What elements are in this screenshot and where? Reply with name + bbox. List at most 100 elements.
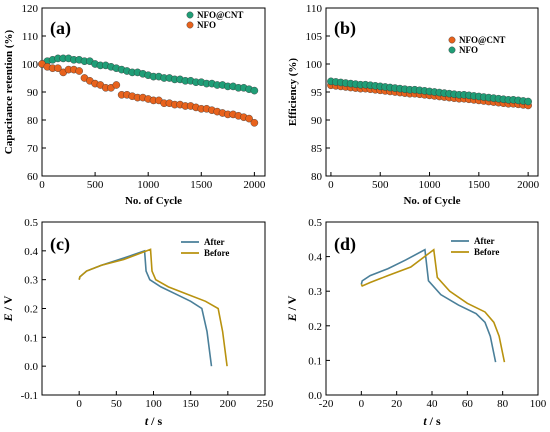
x-axis-label: No. of Cycle — [125, 195, 182, 207]
x-tick-label: 50 — [111, 398, 123, 410]
x-axis-symbol: t — [145, 414, 149, 428]
y-tick-label: 0.5 — [308, 217, 322, 229]
x-tick-label: 1000 — [419, 179, 442, 191]
data-point — [250, 119, 259, 127]
legend-label: After — [474, 236, 494, 246]
y-axis-symbol: E — [1, 313, 15, 322]
y-axis-label: Capacitance retention (%) — [3, 29, 15, 154]
panel-label: (b) — [334, 18, 356, 39]
legend-marker — [448, 46, 456, 54]
series-before — [78, 248, 228, 367]
y-tick-label: 90 — [311, 115, 323, 127]
x-tick-label: 0 — [328, 179, 334, 191]
x-axis-unit: / s — [427, 414, 441, 428]
x-tick-label: 0 — [39, 179, 45, 191]
y-tick-label: 90 — [27, 87, 39, 99]
plot-frame — [41, 7, 266, 177]
x-tick-label: 100 — [530, 398, 547, 410]
x-tick-label: 40 — [427, 398, 439, 410]
x-axis-symbol: t — [423, 414, 427, 428]
y-axis-label: Efficiency (%) — [287, 58, 299, 126]
y-axis-symbol: E — [285, 313, 299, 322]
series-line — [360, 248, 506, 363]
data-point — [524, 97, 532, 106]
x-tick-label: -20 — [319, 398, 334, 410]
x-tick-label: 80 — [497, 398, 509, 410]
x-tick-label: 2000 — [517, 179, 540, 191]
series-nfo — [38, 60, 259, 127]
data-point — [112, 81, 121, 89]
x-axis-label: t / s — [145, 414, 163, 428]
y-tick-label: 0.1 — [24, 332, 38, 344]
panel-label: (a) — [50, 18, 71, 39]
y-tick-label: 0.0 — [24, 361, 38, 373]
y-tick-label: 60 — [27, 171, 39, 183]
chart-panel-2: 0 500 1000 1500 2000 80 85 90 95 100 105 110 (b) No. … — [287, 3, 540, 207]
y-tick-label: 85 — [311, 143, 323, 155]
x-tick-label: 20 — [391, 398, 403, 410]
series-line — [78, 248, 228, 367]
y-tick-label: 100 — [22, 59, 39, 71]
y-tick-label: 80 — [27, 115, 39, 127]
data-point — [54, 64, 62, 72]
x-tick-label: 1500 — [190, 179, 213, 191]
y-tick-label: 100 — [306, 59, 323, 71]
series-line — [78, 249, 213, 367]
legend-label: Before — [474, 247, 499, 257]
data-point — [75, 67, 83, 75]
x-tick-label: 2000 — [243, 179, 266, 191]
x-axis-label: t / s — [423, 414, 441, 428]
chart-panel-1: 0 500 1000 1500 2000 60 70 80 90 100 110 120 (a) No. … — [3, 3, 266, 207]
x-axis-unit: / s — [148, 414, 162, 428]
y-tick-label: 0.3 — [24, 275, 38, 287]
x-tick-label: 500 — [372, 179, 389, 191]
x-tick-label: 200 — [220, 398, 237, 410]
x-axis-label: No. of Cycle — [403, 195, 460, 207]
y-tick-label: 0.0 — [308, 390, 322, 402]
y-axis-label: E / V — [1, 295, 15, 322]
y-tick-label: 0.5 — [24, 217, 38, 229]
x-tick-label: 100 — [145, 398, 162, 410]
y-tick-label: 110 — [306, 3, 323, 15]
y-tick-label: 0.4 — [308, 252, 322, 264]
y-axis-unit: / V — [285, 295, 299, 313]
legend-label: NFO@CNT — [459, 35, 505, 45]
series-nfo — [327, 77, 532, 106]
y-tick-label: 80 — [311, 171, 323, 183]
x-tick-label: 150 — [182, 398, 199, 410]
series-nfo-cnt — [38, 54, 259, 95]
panel-label: (d) — [334, 234, 356, 255]
legend-label: NFO — [459, 45, 478, 55]
plot-frame — [325, 221, 539, 396]
legend-marker — [448, 36, 456, 44]
x-tick-label: 1500 — [468, 179, 491, 191]
x-tick-label: 1000 — [137, 179, 160, 191]
y-tick-label: 0.4 — [24, 246, 38, 258]
series-before — [360, 248, 506, 363]
y-tick-label: 110 — [22, 31, 39, 43]
chart-panel-4: -20 0 20 40 60 80 100 0.0 0.1 0.2 0.3 0.4 0.5 (d) t / … — [285, 217, 547, 428]
legend-label: Before — [204, 248, 229, 258]
y-tick-label: 105 — [306, 31, 323, 43]
series-line — [360, 248, 497, 363]
legend-label: After — [204, 237, 224, 247]
y-tick-label: -0.1 — [21, 390, 38, 402]
y-tick-label: 120 — [22, 3, 39, 15]
y-tick-label: 0.2 — [24, 304, 38, 316]
y-axis-unit: / V — [1, 295, 15, 313]
x-tick-label: 0 — [76, 398, 82, 410]
panel-label: (c) — [50, 234, 70, 255]
y-tick-label: 70 — [27, 143, 39, 155]
x-tick-label: 500 — [87, 179, 104, 191]
series-after — [360, 248, 497, 363]
legend-marker — [186, 11, 194, 19]
x-tick-label: 250 — [257, 398, 274, 410]
y-tick-label: 0.2 — [308, 321, 322, 333]
plot-frame — [41, 221, 266, 396]
chart-panel-3: 0 50 100 150 200 250 -0.1 0.0 0.1 0.2 0.3 0.4 0.5 (c)… — [1, 217, 274, 428]
y-axis-label: E / V — [285, 295, 299, 322]
data-point — [250, 86, 259, 95]
y-tick-label: 95 — [311, 87, 323, 99]
legend-label: NFO@CNT — [197, 10, 243, 20]
y-tick-label: 0.1 — [308, 355, 322, 367]
